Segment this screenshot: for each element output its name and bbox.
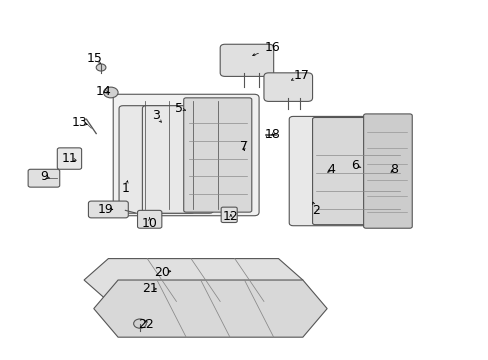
FancyBboxPatch shape bbox=[119, 106, 195, 213]
FancyBboxPatch shape bbox=[137, 210, 162, 228]
FancyBboxPatch shape bbox=[142, 106, 213, 213]
Text: 17: 17 bbox=[293, 69, 309, 82]
FancyBboxPatch shape bbox=[312, 117, 404, 225]
Text: 20: 20 bbox=[154, 266, 169, 279]
Text: 14: 14 bbox=[96, 85, 111, 98]
Text: 7: 7 bbox=[239, 140, 247, 153]
Text: 1: 1 bbox=[121, 183, 129, 195]
FancyBboxPatch shape bbox=[221, 207, 237, 222]
Polygon shape bbox=[94, 280, 326, 337]
FancyBboxPatch shape bbox=[363, 114, 411, 228]
FancyBboxPatch shape bbox=[288, 116, 393, 226]
Text: 18: 18 bbox=[264, 128, 280, 141]
Text: 11: 11 bbox=[61, 152, 77, 165]
Text: 12: 12 bbox=[223, 210, 238, 223]
Circle shape bbox=[96, 64, 106, 71]
Text: 16: 16 bbox=[264, 41, 280, 54]
FancyBboxPatch shape bbox=[183, 98, 251, 212]
Circle shape bbox=[133, 319, 146, 328]
Text: 9: 9 bbox=[40, 170, 48, 183]
FancyBboxPatch shape bbox=[264, 73, 312, 102]
Text: 2: 2 bbox=[312, 204, 320, 217]
Text: 21: 21 bbox=[142, 282, 157, 295]
Text: 5: 5 bbox=[175, 102, 183, 115]
Text: 15: 15 bbox=[87, 52, 102, 65]
FancyBboxPatch shape bbox=[220, 44, 273, 76]
Text: 3: 3 bbox=[152, 109, 160, 122]
FancyBboxPatch shape bbox=[28, 169, 60, 187]
Text: 19: 19 bbox=[98, 203, 114, 216]
Polygon shape bbox=[84, 258, 302, 301]
Text: 10: 10 bbox=[142, 217, 157, 230]
Text: 22: 22 bbox=[138, 318, 154, 331]
Text: 6: 6 bbox=[351, 159, 359, 172]
Text: 8: 8 bbox=[389, 163, 397, 176]
Text: 13: 13 bbox=[71, 116, 87, 129]
FancyBboxPatch shape bbox=[57, 148, 81, 169]
Circle shape bbox=[103, 87, 118, 98]
FancyBboxPatch shape bbox=[88, 201, 128, 218]
FancyBboxPatch shape bbox=[113, 94, 259, 216]
Text: 4: 4 bbox=[326, 163, 334, 176]
